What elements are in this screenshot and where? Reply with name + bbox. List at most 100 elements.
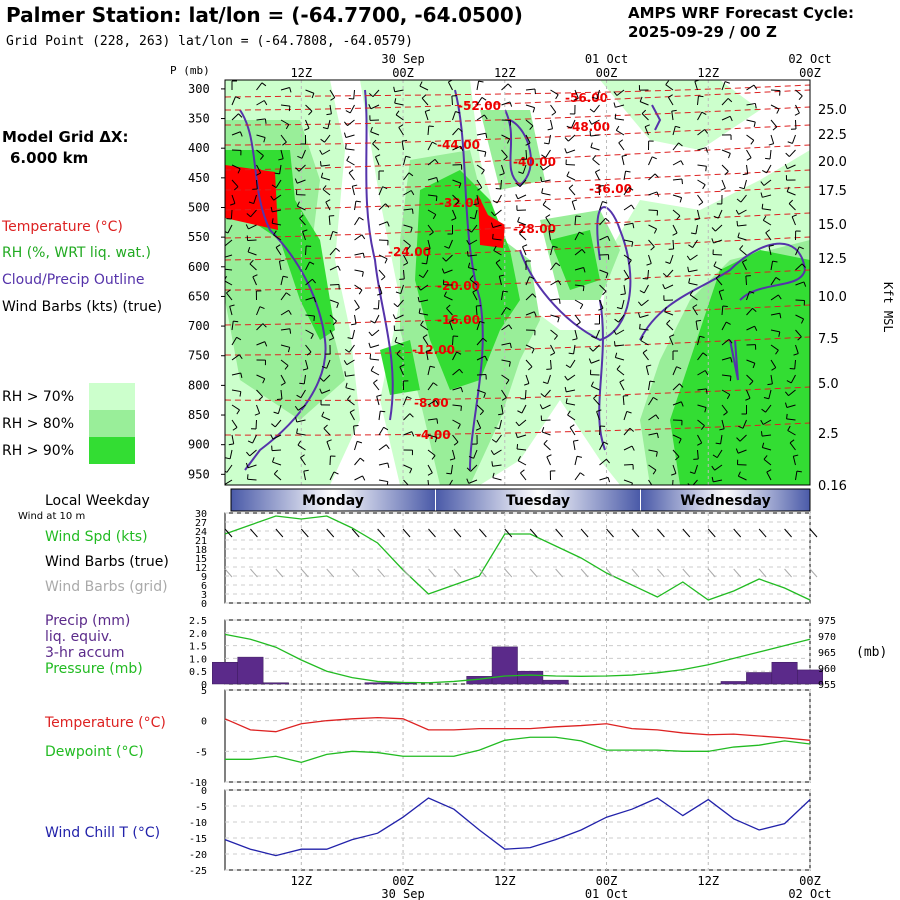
wind-barb-flag (352, 184, 358, 187)
wind-barb (225, 268, 233, 271)
precip-bar (517, 670, 544, 685)
wind-barb-flag (793, 454, 799, 457)
wind-barb-grid (733, 568, 742, 578)
wind-barb (770, 329, 780, 333)
wind-barb (721, 389, 731, 395)
wind-barb-flag (410, 190, 415, 196)
wind-barb-flag (434, 437, 438, 443)
wind-barb (427, 224, 434, 233)
pressure-right-tick: 955 (818, 680, 836, 691)
wind-barb-flag (285, 124, 290, 130)
wind-barb (763, 219, 772, 226)
wind-barb-flag (359, 457, 365, 462)
panel-y-tick: -25 (189, 866, 207, 877)
wind-barb-flag (394, 337, 398, 343)
wind-barb-flag (668, 94, 673, 98)
wind-barb (639, 101, 649, 106)
pressure-line (224, 633, 811, 684)
wind-barb (427, 194, 437, 197)
wind-barb (420, 284, 429, 291)
precip-bar (746, 672, 773, 685)
wind-barb (403, 413, 411, 421)
wind-barb (468, 479, 478, 484)
wind-barb (672, 178, 683, 181)
wind-barb-flag (271, 423, 276, 428)
wind-barb-flag (715, 442, 721, 445)
bottom-date-label: 01 Oct (585, 887, 628, 900)
wind-barb-flag (484, 114, 488, 120)
wind-barb-flag (729, 376, 732, 382)
wind-barb-flag (662, 284, 666, 290)
wind-barb-flag (332, 320, 337, 326)
wind-barb (378, 444, 387, 451)
wind-barb (672, 142, 679, 151)
wind-barb (550, 329, 558, 337)
wind-barb (231, 194, 236, 204)
wind-barb-flag (689, 471, 695, 475)
wind-barb (525, 149, 528, 160)
wind-barb (672, 194, 682, 199)
wind-barb (642, 352, 649, 361)
wind-barb-flag (222, 481, 225, 485)
wind-barb (590, 359, 600, 364)
wind-barb-flag (713, 215, 719, 219)
wind-barb-true (377, 528, 385, 538)
pressure-tick: 750 (188, 349, 210, 363)
wind-barb-flag (449, 458, 455, 461)
wind-barb (472, 291, 478, 301)
wind-barb (443, 269, 453, 274)
wind-barb (786, 418, 796, 421)
wind-barb (519, 179, 527, 188)
wind-barb-true (428, 528, 436, 538)
wind-barb-flag (343, 360, 348, 365)
wind-barb (541, 192, 551, 196)
wind-barb-flag (481, 97, 487, 101)
wind-barb (666, 269, 674, 278)
wind-barb (599, 425, 601, 436)
wind-barb (378, 411, 381, 421)
wind-barb (672, 449, 680, 458)
wind-barb-flag (288, 310, 292, 315)
wind-barb-flag (742, 259, 748, 263)
isotherm (225, 84, 810, 98)
wind-barb-flag (632, 223, 635, 229)
wind-barb (568, 134, 576, 142)
wind-barb (648, 479, 653, 485)
wind-barb (598, 185, 600, 196)
temperature-line (224, 716, 811, 741)
wind-barb (427, 382, 434, 391)
wind-barb (692, 239, 698, 248)
wind-barb-flag (409, 468, 413, 474)
wind-barb (664, 284, 674, 290)
wind-barb-true (631, 528, 640, 538)
wind-barb (667, 97, 674, 106)
wind-barb (739, 434, 747, 442)
isotherm-label: -16.00 (437, 313, 480, 327)
wind-barb-flag (791, 214, 797, 218)
wind-barb-grid (707, 568, 716, 578)
wind-barb-flag (766, 469, 772, 473)
weekday-label: Monday (302, 493, 364, 509)
wind-barb-flag (426, 349, 432, 352)
wind-barb (768, 389, 772, 399)
weekday-cell (231, 489, 435, 511)
wind-barb (354, 201, 357, 211)
wind-barb (795, 89, 803, 97)
wind-barb (501, 389, 507, 398)
wind-barb-flag (678, 142, 683, 147)
wind-barb (791, 134, 796, 144)
wind-barb (550, 344, 556, 354)
wind-barb-flag (624, 277, 630, 281)
wind-barb-flag (589, 347, 594, 352)
wind-barb (372, 143, 380, 151)
wind-barb-flag (271, 218, 274, 224)
wind-barb-flag (436, 177, 439, 183)
wind-barb (615, 118, 625, 121)
wind-barb-flag (435, 400, 439, 405)
wind-barb (476, 164, 485, 171)
isotherm-label: -28.00 (513, 222, 556, 236)
wind-barb (525, 359, 533, 368)
wind-barb (247, 251, 257, 256)
wind-barb (225, 254, 233, 258)
wind-barb-flag (628, 259, 632, 265)
